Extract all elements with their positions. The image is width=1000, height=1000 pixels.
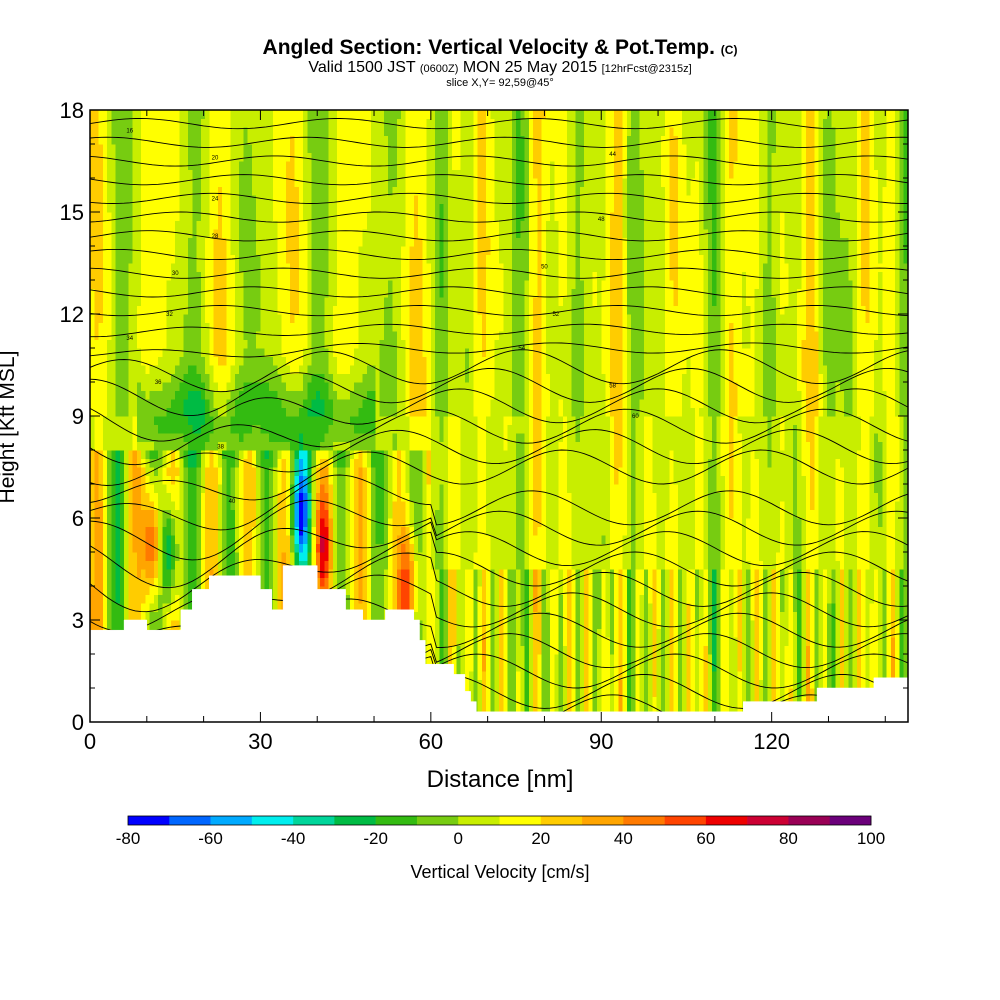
colorbar-tick-label: -60 bbox=[198, 829, 223, 848]
isentrope-line bbox=[90, 155, 908, 167]
valid-utc: (0600Z) bbox=[419, 63, 459, 75]
colorbar-swatch bbox=[788, 816, 831, 825]
colorbar-swatch bbox=[623, 816, 665, 825]
title-unit: (C) bbox=[720, 43, 738, 57]
colorbar-swatch bbox=[293, 816, 335, 825]
colorbar-swatch bbox=[128, 816, 170, 825]
colorbar-label: Vertical Velocity [cm/s] bbox=[410, 862, 590, 882]
x-tick-label: 0 bbox=[84, 729, 96, 754]
colorbar-swatch bbox=[705, 816, 748, 825]
isentrope-line bbox=[90, 323, 908, 338]
colorbar-swatch bbox=[334, 816, 376, 825]
colorbar-swatch bbox=[210, 816, 253, 825]
isentrope-line bbox=[90, 408, 908, 466]
isentrope-label: 58 bbox=[609, 383, 616, 389]
isentrope-label: 50 bbox=[541, 264, 548, 270]
isentrope-line bbox=[90, 474, 908, 531]
isentrope-label: 16 bbox=[126, 128, 133, 134]
isentrope-line bbox=[90, 342, 908, 358]
valid-time: Valid 1500 JST bbox=[308, 59, 416, 76]
isentrope-line bbox=[90, 521, 908, 589]
isentrope-label: 32 bbox=[166, 312, 173, 318]
colorbar-swatch bbox=[499, 816, 542, 825]
colorbar-swatch bbox=[251, 816, 294, 825]
isentrope-line bbox=[90, 499, 908, 561]
colorbar-tick-label: -20 bbox=[363, 829, 388, 848]
colorbar-swatch bbox=[582, 816, 624, 825]
colorbar-frame bbox=[127, 815, 872, 826]
isentrope-line bbox=[90, 429, 908, 486]
isentrope-line bbox=[90, 286, 908, 298]
isentrope-label: 38 bbox=[217, 445, 224, 451]
isentrope-label: 30 bbox=[172, 271, 179, 277]
colorbar-tick-label: 100 bbox=[857, 829, 885, 848]
isentrope-label: 60 bbox=[632, 414, 639, 420]
colorbar-tick-label: 40 bbox=[614, 829, 633, 848]
isentrope-line bbox=[90, 136, 908, 148]
slice-info: slice X,Y= 92,59@45° bbox=[446, 77, 554, 89]
y-tick-label: 0 bbox=[72, 710, 84, 735]
isentrope-line bbox=[90, 192, 908, 204]
terrain bbox=[89, 565, 909, 723]
colorbar-swatch bbox=[416, 816, 459, 825]
colorbar-tick-label: 20 bbox=[531, 829, 550, 848]
y-tick-label: 9 bbox=[72, 404, 84, 429]
isentrope-label: 52 bbox=[552, 312, 559, 318]
colorbar-tick-label: -40 bbox=[281, 829, 306, 848]
colorbar-tick-label: -80 bbox=[116, 829, 141, 848]
isentrope-label: 24 bbox=[212, 196, 219, 202]
isentrope-line bbox=[90, 305, 908, 317]
isentrope-label: 44 bbox=[609, 152, 616, 158]
x-tick-label: 90 bbox=[589, 729, 613, 754]
colorbar-swatch bbox=[664, 816, 707, 825]
colorbar-swatch bbox=[169, 816, 211, 825]
x-tick-label: 60 bbox=[419, 729, 443, 754]
chart-subtitle: Valid 1500 JST (0600Z) MON 25 May 2015 [… bbox=[0, 59, 1000, 77]
chart-title: Angled Section: Vertical Velocity & Pot.… bbox=[262, 36, 738, 59]
isentrope-label: 34 bbox=[126, 336, 133, 342]
x-tick-label: 120 bbox=[753, 729, 790, 754]
isentrope-line bbox=[90, 349, 908, 393]
colorbar-tick-label: 80 bbox=[779, 829, 798, 848]
colorbar-swatch bbox=[747, 816, 789, 825]
y-tick-label: 12 bbox=[60, 302, 84, 327]
isentrope-label: 28 bbox=[212, 234, 219, 240]
colorbar-tick-label: 60 bbox=[696, 829, 715, 848]
x-tick-label: 30 bbox=[248, 729, 272, 754]
isentrope-label: 36 bbox=[155, 380, 162, 386]
x-axis-label: Distance [nm] bbox=[426, 766, 574, 793]
isentrope-line bbox=[90, 248, 908, 261]
isentrope-label: 20 bbox=[212, 156, 219, 162]
isentrope-line bbox=[90, 449, 908, 503]
isentrope-label: 40 bbox=[229, 499, 236, 505]
y-tick-label: 6 bbox=[72, 506, 84, 531]
isentrope-line bbox=[90, 367, 908, 417]
valid-date: MON 25 May 2015 bbox=[462, 59, 598, 76]
isentrope-line bbox=[90, 118, 908, 130]
y-tick-label: 15 bbox=[60, 200, 84, 225]
isentrope-line bbox=[90, 230, 908, 242]
colorbar-swatch bbox=[540, 816, 583, 825]
isentrope-line bbox=[90, 388, 908, 442]
isentrope-line bbox=[90, 211, 908, 223]
isentrope-label: 48 bbox=[598, 217, 605, 223]
colorbar-swatch bbox=[375, 816, 418, 825]
forecast-info: [12hrFcst@2315z] bbox=[601, 63, 692, 75]
colorbar-swatch bbox=[829, 816, 872, 825]
isentrope-line bbox=[90, 531, 908, 613]
isentrope-line bbox=[90, 267, 908, 279]
isentrope-line bbox=[90, 174, 908, 186]
y-tick-label: 18 bbox=[60, 98, 84, 123]
colorbar-tick-label: 0 bbox=[453, 829, 462, 848]
isentrope-label: 54 bbox=[518, 346, 525, 352]
y-tick-label: 3 bbox=[72, 608, 84, 633]
colorbar-swatch bbox=[458, 816, 500, 825]
